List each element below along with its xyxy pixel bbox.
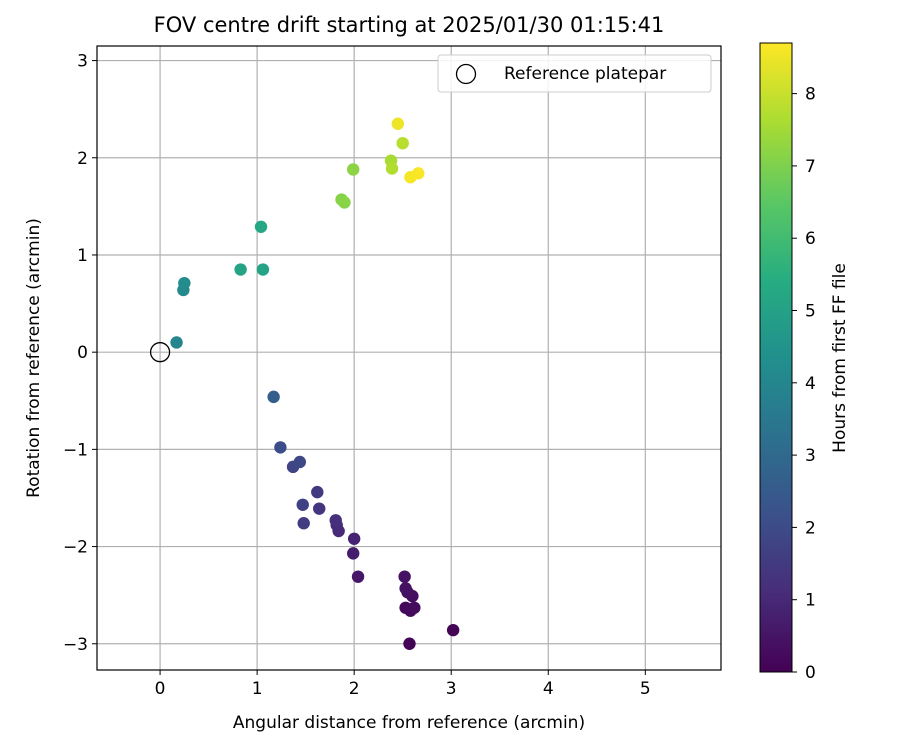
x-tick-label: 0	[155, 679, 166, 699]
colorbar-tick-label: 5	[805, 302, 816, 322]
legend-marker-reference	[455, 63, 477, 85]
data-point	[274, 441, 287, 454]
colorbar-tick-label: 1	[805, 591, 816, 611]
x-tick-label: 3	[446, 679, 457, 699]
data-point	[170, 336, 183, 349]
x-axis-label: Angular distance from reference (arcmin)	[233, 713, 585, 733]
legend-box	[437, 54, 712, 93]
data-point	[351, 570, 365, 583]
data-point	[178, 276, 191, 290]
x-tick-label: 5	[640, 679, 651, 699]
data-point	[412, 167, 425, 180]
colorbar-tick-label: 3	[805, 446, 816, 466]
colorbar-tick-label: 8	[805, 85, 816, 105]
y-tick-label: 1	[77, 246, 88, 266]
x-tick-label: 4	[543, 679, 554, 699]
y-tick-label: −2	[63, 538, 88, 558]
y-tick-label: −1	[63, 440, 88, 460]
data-point	[254, 220, 268, 233]
data-point	[347, 532, 361, 545]
data-point	[446, 623, 460, 637]
y-axis-label: Rotation from reference (arcmin)	[24, 218, 44, 498]
reference-platepar-marker	[149, 342, 171, 363]
colorbar-label: Hours from first FF file	[830, 263, 850, 453]
colorbar-gradient	[759, 42, 793, 673]
x-axis-ticks: 0 1 2 3 4 5	[155, 670, 651, 699]
data-point	[391, 117, 405, 130]
colorbar: 0 1 2 3 4 5 6 7 8 Hours from first FF file	[759, 42, 850, 683]
y-tick-label: 0	[77, 343, 88, 363]
colorbar-tick-label: 7	[805, 157, 816, 177]
data-point	[399, 582, 412, 595]
chart-title: FOV centre drift starting at 2025/01/30 …	[154, 13, 665, 37]
data-point	[293, 455, 307, 469]
colorbar-tick-label: 2	[805, 518, 816, 538]
data-point	[403, 637, 416, 650]
data-point	[346, 163, 360, 176]
data-point	[408, 601, 421, 614]
legend-label-reference: Reference platepar	[504, 64, 666, 84]
legend: Reference platepar	[437, 54, 712, 93]
data-point	[338, 196, 351, 209]
y-axis-ticks: −3 −2 −1 0 1 2 3	[63, 52, 97, 655]
data-point	[267, 390, 280, 404]
colorbar-tick-label: 6	[805, 229, 816, 249]
y-tick-label: 2	[77, 149, 88, 169]
data-point	[297, 517, 310, 530]
data-points	[170, 117, 460, 650]
data-point	[256, 263, 270, 276]
x-tick-label: 2	[349, 679, 360, 699]
y-tick-label: 3	[77, 52, 88, 72]
data-point	[396, 136, 409, 150]
data-point	[385, 162, 399, 175]
x-tick-label: 1	[252, 679, 263, 699]
colorbar-ticks: 0 1 2 3 4 5 6 7 8	[792, 85, 816, 683]
y-tick-label: −3	[63, 635, 88, 655]
data-point	[234, 263, 247, 276]
colorbar-tick-label: 0	[805, 663, 816, 683]
colorbar-tick-label: 4	[805, 374, 816, 394]
data-point	[398, 570, 411, 583]
data-point	[296, 498, 309, 511]
data-point	[329, 514, 342, 527]
plot-frame	[96, 45, 722, 671]
data-point	[311, 485, 324, 499]
data-point	[346, 547, 360, 560]
data-point	[313, 502, 326, 515]
